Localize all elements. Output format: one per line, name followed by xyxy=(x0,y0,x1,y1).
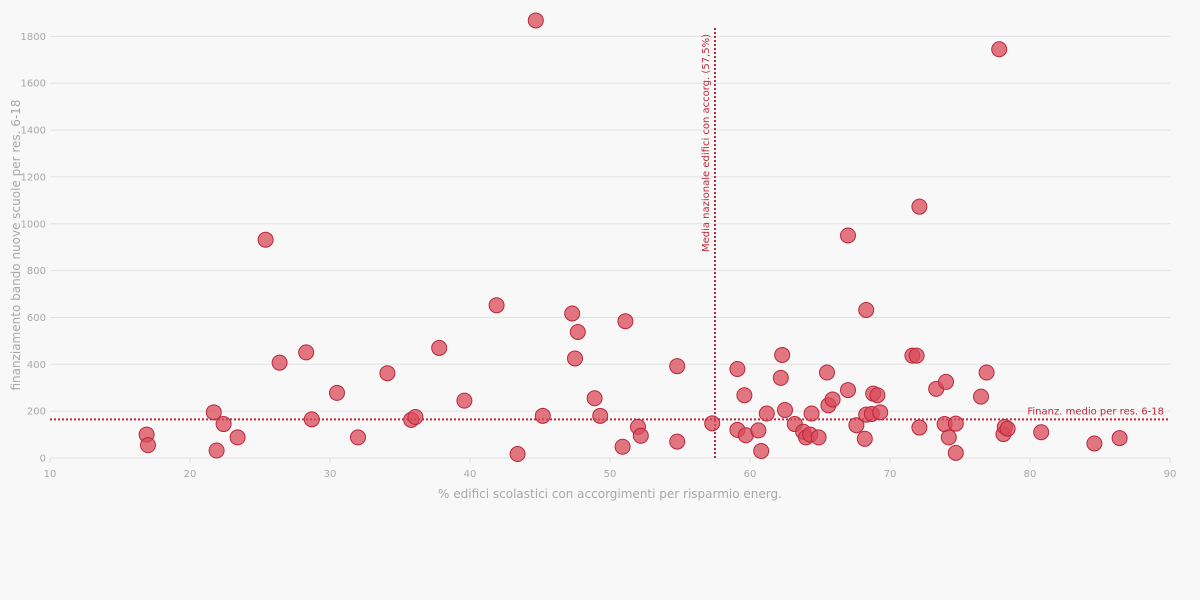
data-point xyxy=(704,415,721,432)
data-point xyxy=(973,388,989,405)
data-point xyxy=(456,392,473,409)
data-point xyxy=(379,365,396,382)
data-point xyxy=(978,364,995,381)
x-tick-label: 80 xyxy=(1024,469,1037,480)
x-tick-label: 70 xyxy=(884,469,897,480)
data-point xyxy=(534,407,551,424)
data-point xyxy=(271,354,288,371)
data-point xyxy=(614,438,631,455)
data-point xyxy=(991,41,1008,58)
data-point xyxy=(1111,430,1128,447)
y-tick-label: 1800 xyxy=(21,32,46,43)
data-point xyxy=(350,429,366,446)
data-point xyxy=(803,405,820,422)
data-point xyxy=(303,411,320,428)
data-point xyxy=(527,12,544,29)
x-axis-title: % edifici scolastici con accorgimenti pe… xyxy=(438,487,782,501)
mean-percentage-label: Media nazionale edifici con accorg. (57,… xyxy=(701,34,712,252)
data-point xyxy=(753,442,770,459)
x-tick-label: 10 xyxy=(44,469,57,480)
data-points xyxy=(138,12,1128,463)
data-point xyxy=(938,373,954,390)
data-point xyxy=(840,227,856,244)
data-point xyxy=(810,429,827,446)
data-point xyxy=(669,433,686,450)
data-point xyxy=(911,198,928,215)
data-point xyxy=(999,420,1016,437)
x-axis-ticks: 10 20 30 40 50 60 70 80 90 xyxy=(44,458,1177,480)
reference-lines: Media nazionale edifici con accorg. (57,… xyxy=(50,28,1170,458)
data-point xyxy=(729,360,746,377)
data-point xyxy=(617,313,634,330)
data-point xyxy=(205,404,222,421)
x-tick-label: 20 xyxy=(184,469,197,480)
data-point xyxy=(911,419,928,436)
data-point xyxy=(509,446,526,463)
data-point xyxy=(840,382,856,399)
data-point xyxy=(774,346,791,363)
data-point xyxy=(632,427,649,444)
data-point xyxy=(140,437,156,454)
y-tick-label: 200 xyxy=(27,407,46,418)
data-point xyxy=(257,231,274,248)
data-point xyxy=(947,415,964,432)
data-point xyxy=(940,429,957,446)
data-point xyxy=(824,391,841,408)
data-point xyxy=(869,387,886,404)
data-point xyxy=(229,429,246,446)
data-point xyxy=(848,417,865,434)
data-point xyxy=(215,416,232,433)
data-point xyxy=(208,442,225,459)
data-point xyxy=(329,384,345,401)
data-point xyxy=(858,301,875,318)
x-tick-label: 40 xyxy=(464,469,477,480)
data-point xyxy=(758,405,775,422)
y-tick-label: 600 xyxy=(27,313,46,324)
y-tick-label: 1000 xyxy=(21,219,46,230)
data-point xyxy=(431,339,448,356)
data-point xyxy=(908,347,925,364)
data-point xyxy=(669,358,686,375)
data-point xyxy=(772,369,789,386)
data-point xyxy=(564,305,581,322)
data-point xyxy=(1086,435,1103,452)
data-point xyxy=(592,407,609,424)
data-point xyxy=(736,387,753,404)
x-tick-label: 30 xyxy=(324,469,337,480)
x-tick-label: 60 xyxy=(744,469,757,480)
y-gridlines xyxy=(50,35,1170,459)
y-axis-ticks: 0 200 400 600 800 1000 1200 1400 1600 1800 xyxy=(21,32,46,465)
data-point xyxy=(872,404,889,421)
y-axis-title: finanziamento bando nuove scuole per res… xyxy=(9,99,23,390)
data-point xyxy=(1033,424,1050,441)
data-point xyxy=(567,350,583,367)
data-point xyxy=(777,401,793,418)
x-tick-label: 50 xyxy=(604,469,617,480)
y-tick-label: 1200 xyxy=(21,172,46,183)
data-point xyxy=(569,323,586,340)
data-point xyxy=(298,344,315,361)
y-tick-label: 1400 xyxy=(21,126,46,137)
data-point xyxy=(750,422,767,439)
x-tick-label: 90 xyxy=(1164,469,1177,480)
data-point xyxy=(819,364,835,381)
y-tick-label: 400 xyxy=(27,360,46,371)
data-point xyxy=(947,444,964,461)
data-point xyxy=(488,297,505,314)
y-tick-label: 1600 xyxy=(21,79,46,90)
data-point xyxy=(856,430,873,447)
y-tick-label: 800 xyxy=(27,266,46,277)
mean-funding-label: Finanz. medio per res. 6-18 xyxy=(1027,406,1164,417)
data-point xyxy=(586,390,603,407)
y-tick-label: 0 xyxy=(40,454,46,465)
data-point xyxy=(407,409,424,426)
